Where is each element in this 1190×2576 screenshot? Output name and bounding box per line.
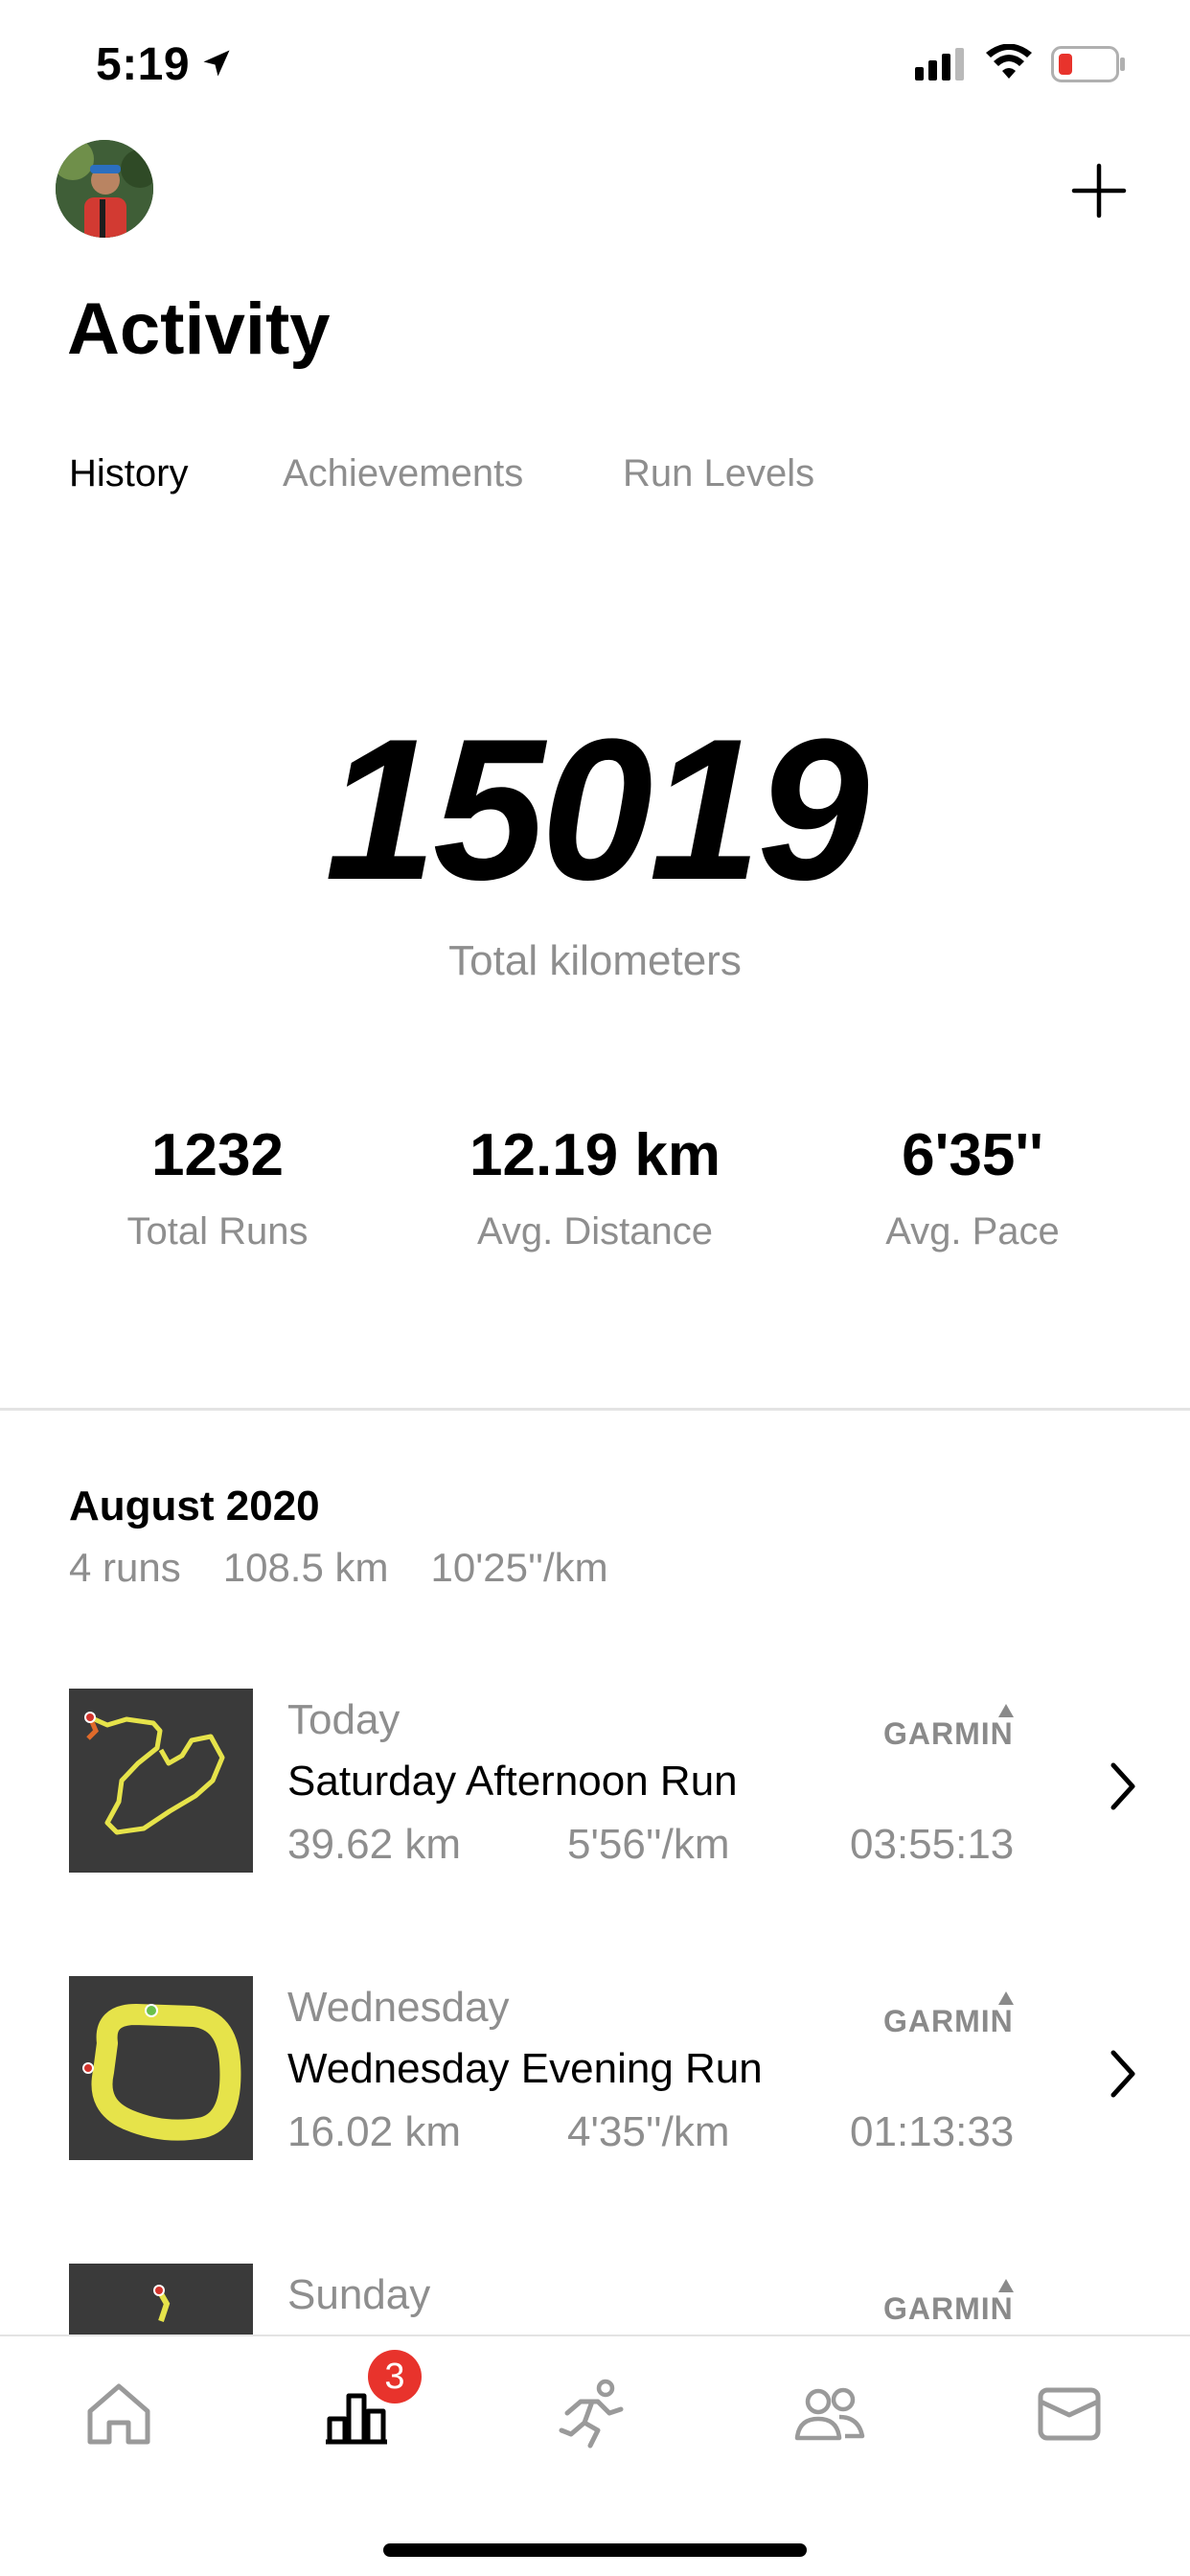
section-divider: [0, 1408, 1190, 1411]
garmin-logo-icon: GARMIN: [883, 1704, 1014, 1750]
bottom-tab-bar: 3: [0, 2334, 1190, 2576]
run-distance: 16.02 km: [287, 2108, 461, 2155]
page-title: Activity: [67, 288, 331, 370]
month-distance: 108.5 km: [222, 1545, 389, 1590]
stat-avg-distance: 12.19 km Avg. Distance: [403, 1121, 787, 1254]
run-name: Wednesday Evening Run: [287, 2045, 763, 2092]
run-list-item[interactable]: Wednesday Wednesday Evening Run 16.02 km…: [0, 1976, 1190, 2168]
home-indicator: [383, 2543, 807, 2557]
home-icon[interactable]: [80, 2375, 157, 2451]
total-kilometers-label: Total kilometers: [448, 937, 742, 984]
run-list-item[interactable]: Sunday GARMIN: [0, 2264, 1190, 2334]
garmin-logo-icon: GARMIN: [883, 2279, 1014, 2325]
run-duration: 01:13:33: [850, 2108, 1015, 2155]
run-day: Wednesday: [287, 1984, 510, 2031]
garmin-logo-text: GARMIN: [883, 1716, 1014, 1750]
location-arrow-icon: [203, 50, 230, 77]
month-runs: 4 runs: [69, 1545, 181, 1590]
run-list-item[interactable]: Today Saturday Afternoon Run 39.62 km 5'…: [0, 1689, 1190, 1880]
status-time: 5:19: [96, 39, 191, 90]
garmin-logo-text: GARMIN: [883, 2004, 1014, 2037]
month-pace: 10'25''/km: [430, 1545, 608, 1590]
run-name: Saturday Afternoon Run: [287, 1758, 738, 1805]
activity-icon[interactable]: [318, 2375, 395, 2451]
chevron-right-icon[interactable]: [1104, 1758, 1142, 1815]
run-day: Today: [287, 1696, 400, 1743]
wifi-icon: [986, 44, 1032, 79]
battery-icon: [1051, 46, 1125, 82]
month-summary: 4 runs 108.5 km 10'25''/km: [69, 1545, 651, 1591]
month-title: August 2020: [69, 1483, 320, 1530]
chevron-right-icon[interactable]: [1104, 2045, 1142, 2103]
route-map-thumbnail: [69, 2264, 253, 2334]
stat-label: Total Runs: [126, 1210, 309, 1253]
run-pace: 4'35''/km: [567, 2108, 730, 2155]
run-distance: 39.62 km: [287, 1821, 461, 1868]
tab-history[interactable]: History: [69, 452, 189, 494]
profile-avatar[interactable]: [56, 140, 153, 238]
inbox-icon[interactable]: [1031, 2375, 1108, 2451]
stat-value: 12.19 km: [469, 1122, 721, 1188]
run-duration: 03:55:13: [850, 1821, 1015, 1868]
total-kilometers-value: 15019: [325, 697, 869, 922]
route-map-thumbnail: [69, 1976, 253, 2160]
run-icon[interactable]: [554, 2375, 630, 2451]
tab-run-levels[interactable]: Run Levels: [623, 452, 815, 494]
run-pace: 5'56''/km: [567, 1821, 730, 1868]
run-day: Sunday: [287, 2271, 431, 2318]
community-icon[interactable]: [791, 2375, 868, 2451]
stat-label: Avg. Distance: [476, 1210, 714, 1253]
garmin-logo-text: GARMIN: [883, 2291, 1014, 2325]
cellular-signal-icon: [915, 48, 964, 80]
add-activity-icon[interactable]: [1071, 163, 1127, 218]
stat-value: 1232: [151, 1122, 284, 1188]
route-map-thumbnail: [69, 1689, 253, 1873]
notification-badge: 3: [368, 2350, 422, 2404]
tab-achievements[interactable]: Achievements: [283, 452, 524, 494]
stat-value: 6'35'': [902, 1122, 1043, 1188]
stat-avg-pace: 6'35'' Avg. Pace: [781, 1121, 1164, 1254]
stat-total-runs: 1232 Total Runs: [26, 1121, 409, 1254]
stat-label: Avg. Pace: [885, 1210, 1060, 1253]
garmin-logo-icon: GARMIN: [883, 1991, 1014, 2037]
